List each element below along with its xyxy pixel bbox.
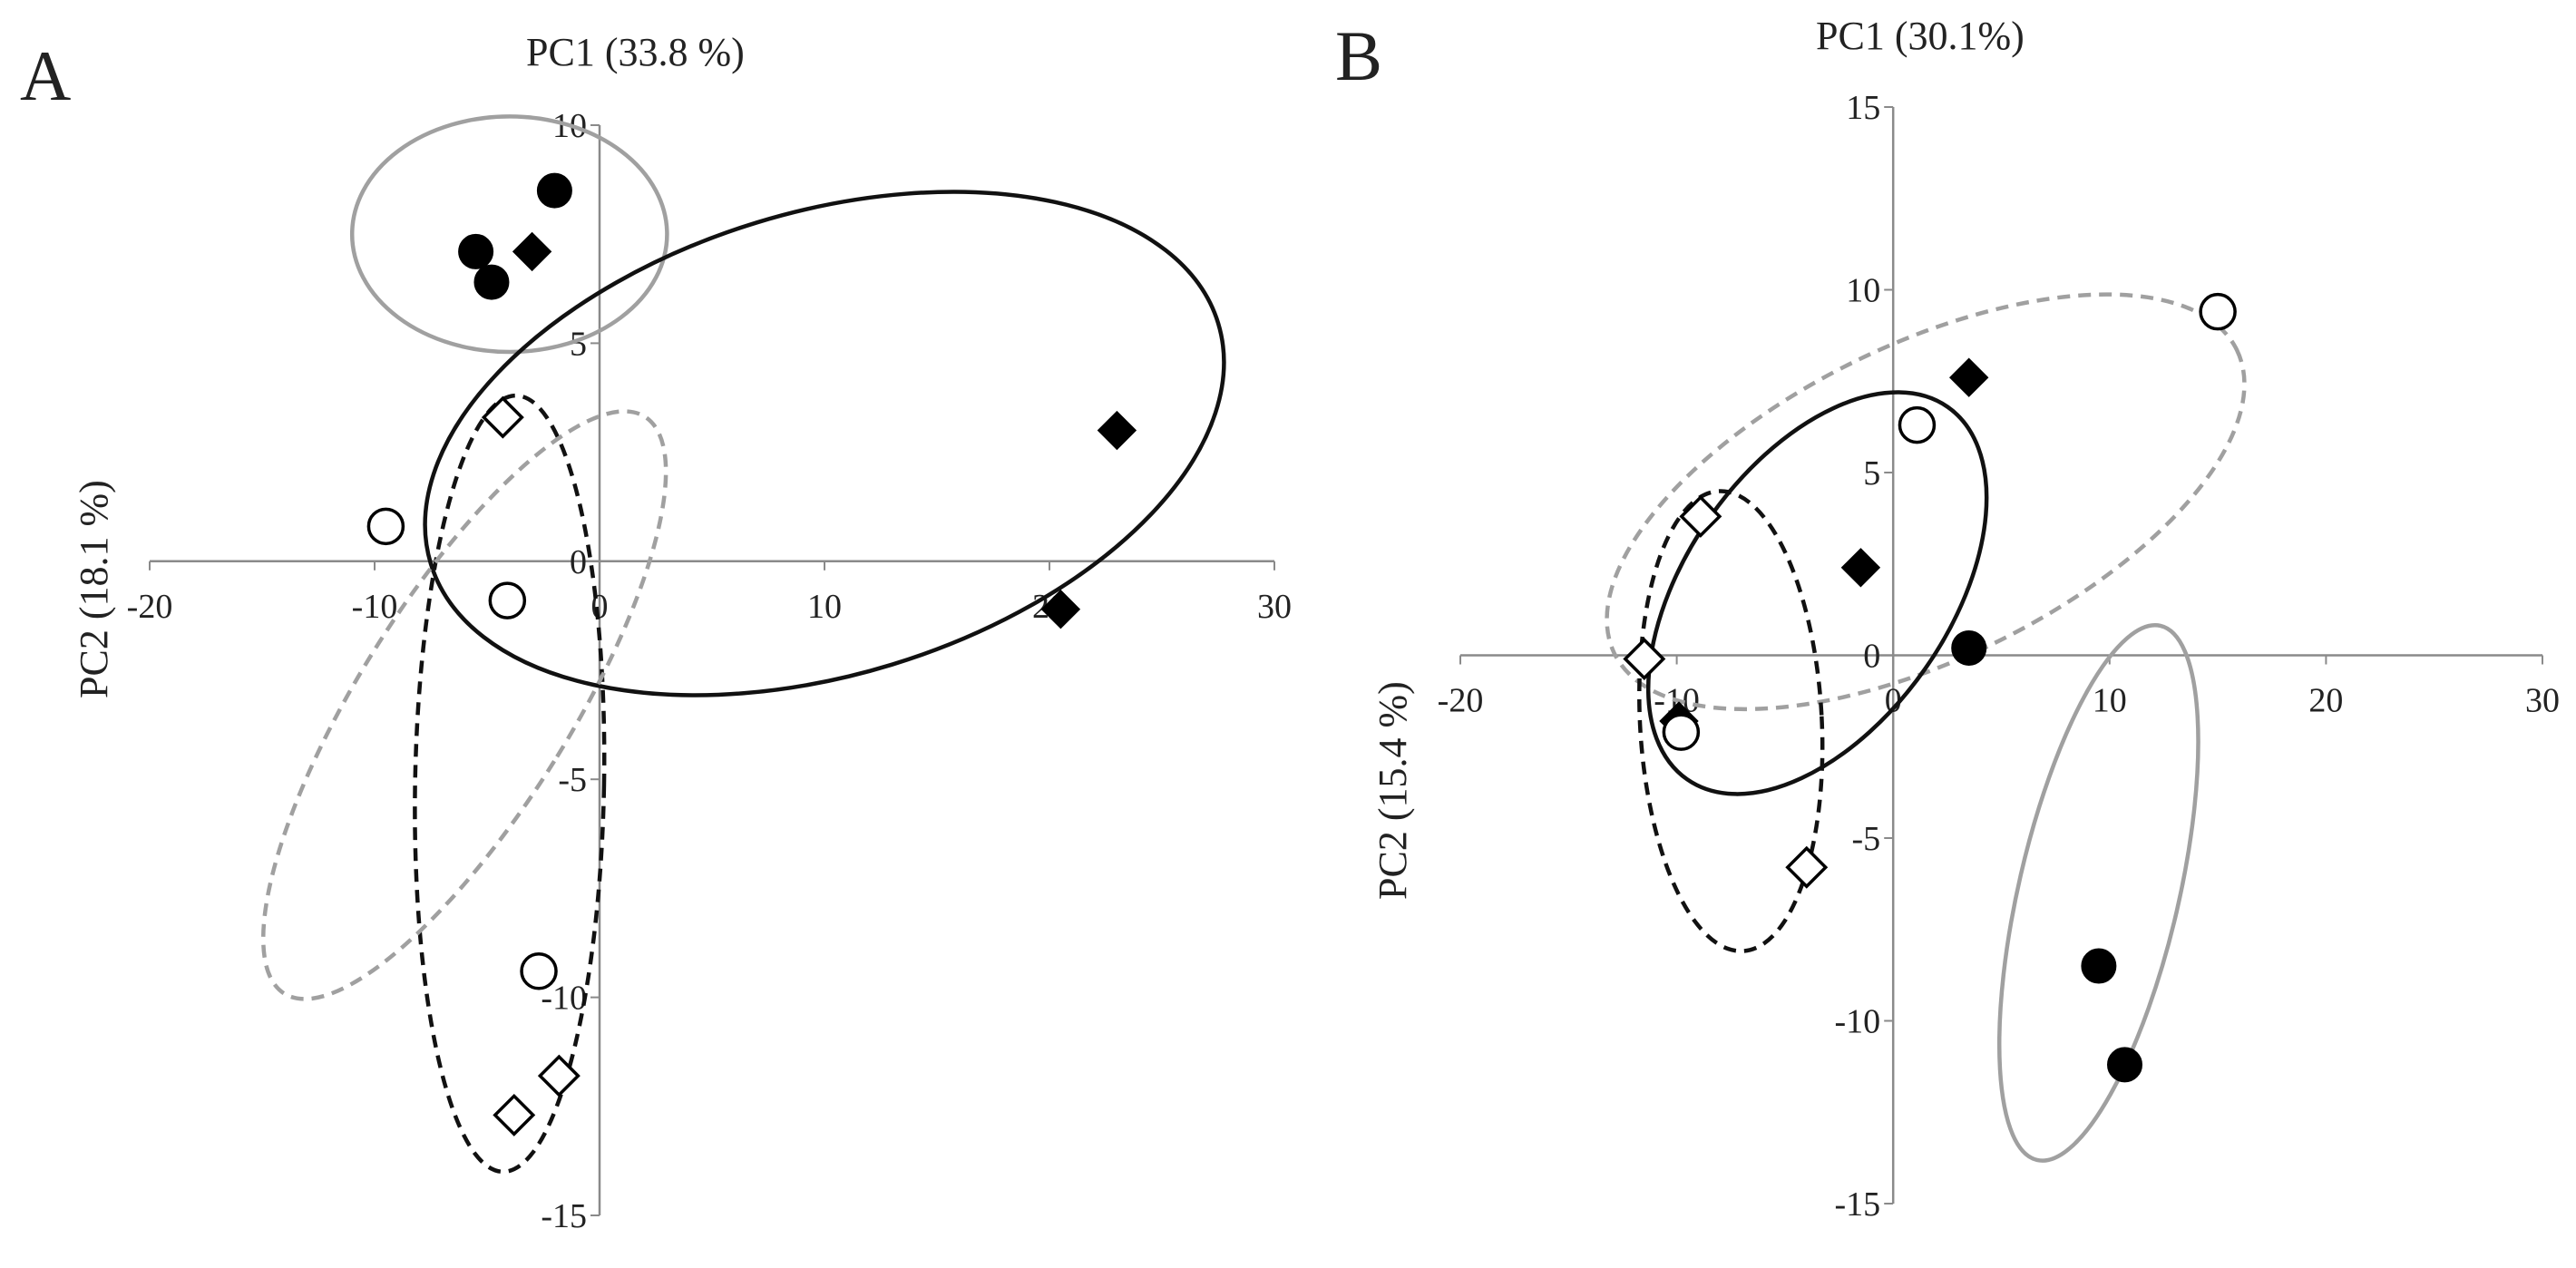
- panel-a-group-ellipse-1: [349, 114, 669, 355]
- panel-a-filled-diamond-point: [1040, 589, 1081, 629]
- panel-a-y-axis-title: PC2 (18.1 %): [72, 480, 116, 698]
- panel-b-group-ellipse-3: [1637, 489, 1825, 953]
- panel-b-x-tick-label: 30: [2525, 682, 2560, 720]
- panel-b-open-diamond-point: [1623, 638, 1666, 681]
- panel-a-y-tick-label: 0: [570, 543, 587, 581]
- panel-a-open-circle-point: [520, 952, 558, 990]
- panel-b-y-tick-label: 0: [1863, 638, 1880, 676]
- panel-b: B PC1 (30.1%) PC2 (15.4 %) -20 -10 0 10 20 30…: [1335, 14, 2560, 1224]
- panel-b-filled-circle-point: [2081, 948, 2117, 984]
- panel-a-open-diamond-point: [481, 395, 524, 439]
- panel-a: A PC1 (33.8 %) PC2 (18.1 %) -20-10010203…: [20, 30, 1292, 1235]
- panel-b-y-tick-label: -5: [1852, 820, 1881, 858]
- panel-a-x-axis-title: PC1 (33.8 %): [526, 30, 745, 74]
- panel-b-x-tick-label: 10: [2093, 682, 2127, 720]
- panel-a-x-tick-label: -10: [352, 588, 398, 626]
- panel-a-x-tick-label: -20: [127, 588, 173, 626]
- panel-b-y-tick-label: -15: [1835, 1185, 1881, 1224]
- panel-b-group-ellipse-2: [1645, 390, 1989, 796]
- panel-b-filled-diamond-point: [1840, 548, 1881, 588]
- panel-b-open-diamond-point: [1785, 845, 1829, 889]
- panel-a-filled-diamond-point: [512, 231, 552, 272]
- panel-b-open-circle-point: [1662, 713, 1701, 751]
- panel-a-open-diamond-point: [537, 1054, 581, 1097]
- panel-a-y-tick-label: 5: [570, 325, 587, 363]
- panel-b-label: B: [1335, 16, 1382, 95]
- panel-b-y-axis-title: PC2 (15.4 %): [1371, 681, 1415, 900]
- panel-b-filled-circle-point: [1951, 629, 1987, 666]
- panel-a-y-tick-label: -5: [558, 761, 587, 799]
- panel-a-group-ellipse-4: [260, 409, 668, 1001]
- panel-a-filled-circle-point: [473, 264, 510, 300]
- panel-b-x-tick-label: 0: [1885, 682, 1902, 720]
- panel-b-y-tick-label: -10: [1835, 1003, 1881, 1041]
- panel-b-filled-circle-point: [2107, 1047, 2143, 1083]
- panel-b-y-tick-label: 5: [1863, 454, 1880, 493]
- panel-a-x-tick-label: 30: [1257, 588, 1292, 626]
- panel-b-open-circle-point: [2199, 292, 2237, 331]
- panel-a-group-ellipse-3: [413, 393, 607, 1175]
- panel-a-filled-circle-point: [458, 233, 494, 269]
- panel-a-x-tick-label: 10: [807, 588, 842, 626]
- panel-b-open-diamond-point: [1679, 494, 1722, 538]
- panel-a-y-tick-label: -15: [541, 1197, 587, 1235]
- panel-a-label: A: [20, 36, 71, 115]
- panel-b-open-circle-point: [1898, 405, 1937, 444]
- panel-a-open-circle-point: [488, 581, 527, 619]
- panel-a-group-ellipse-2: [423, 190, 1226, 697]
- panel-b-group-ellipse-4: [1996, 623, 2200, 1163]
- panel-b-y-tick-label: 15: [1846, 89, 1880, 127]
- panel-b-x-tick-label: 20: [2308, 682, 2343, 720]
- panel-b-filled-diamond-point: [1949, 357, 1989, 397]
- panel-a-open-diamond-point: [493, 1093, 536, 1136]
- panel-a-filled-circle-point: [536, 172, 572, 209]
- panel-b-x-axis-title: PC1 (30.1%): [1816, 14, 2025, 58]
- panel-a-filled-diamond-point: [1097, 410, 1137, 451]
- panel-b-group-ellipse-1: [1605, 292, 2247, 712]
- panel-a-open-circle-point: [366, 507, 405, 546]
- panel-b-y-tick-label: 10: [1846, 272, 1880, 310]
- panel-b-x-tick-label: -20: [1438, 682, 1484, 720]
